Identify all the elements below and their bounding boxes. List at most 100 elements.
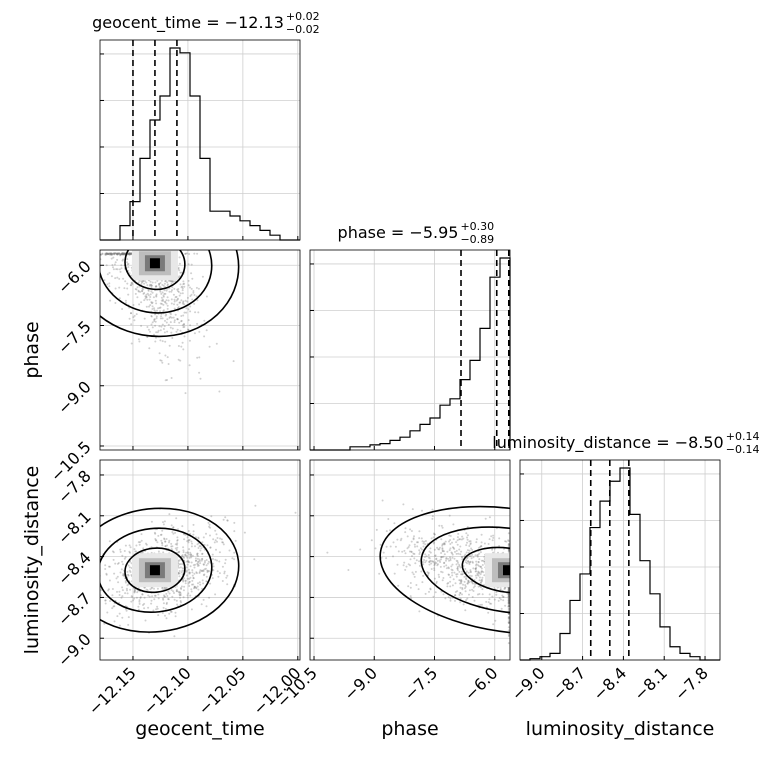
sample-point [190,545,193,548]
sample-point [464,561,467,564]
sample-point [470,580,473,583]
sample-point [507,589,510,592]
sample-point [149,280,152,283]
density-contour [100,527,213,614]
sample-point [402,564,405,567]
sample-point [156,309,158,312]
sample-point [130,281,133,284]
sample-point [120,264,123,267]
sample-point [212,565,215,568]
sample-point [160,299,163,302]
sample-point [481,580,483,583]
sample-point [441,556,444,558]
sample-point [151,281,154,284]
sample-point [451,563,454,566]
sample-point [165,603,168,605]
sample-point [466,582,469,585]
sample-point [488,516,491,519]
sample-point [507,595,510,598]
sample-point [142,292,145,295]
sample-point [477,570,480,573]
sample-point [160,302,163,305]
sample-point [177,358,180,361]
sample-point [461,588,464,591]
sample-point [453,557,456,560]
sample-point [463,555,466,557]
sample-point [170,524,173,527]
sample-point [172,526,175,529]
sample-point [410,540,413,543]
sample-point [112,252,115,255]
sample-point [456,536,459,539]
sample-point [370,539,373,542]
sample-point [416,541,418,544]
sample-point [150,315,153,318]
title-text: phase = −5.95 [338,223,459,242]
sample-point [115,577,118,580]
sample-point [108,282,111,285]
sample-point [128,252,131,255]
sample-point [151,305,154,308]
sample-point [162,597,164,600]
sample-point [196,555,199,557]
sample-point [127,573,129,576]
sample-point [465,599,468,602]
sample-point [468,593,470,596]
sample-point [187,530,190,532]
sample-point [468,555,471,557]
sample-point [469,574,471,577]
sample-point [106,273,109,276]
sample-point [123,252,126,255]
sample-point [130,342,133,345]
sample-point [159,302,162,305]
sample-point [122,574,125,577]
sample-point [481,603,483,606]
sample-point [130,253,132,256]
sample-point [162,284,165,287]
sample-point [168,344,171,347]
density-block [149,565,160,576]
sample-point [457,532,460,535]
sample-point [148,595,151,598]
sample-point [98,259,100,261]
sample-point [149,284,151,287]
sample-point [144,297,147,300]
sample-point [170,377,173,379]
sample-point [103,279,106,282]
sample-point [126,261,129,264]
sample-point [466,556,469,559]
sample-point [177,571,180,574]
sample-point [173,592,175,594]
sample-point [109,252,111,255]
sample-point [397,584,400,587]
sample-point [121,563,124,566]
sample-point [212,538,215,541]
sample-point [191,542,193,545]
sample-point [141,593,144,596]
sample-point [199,583,202,586]
sample-point [188,553,191,556]
sample-point [214,529,217,532]
sample-point [202,582,205,585]
sample-point [185,566,188,569]
sample-point [119,253,122,256]
sample-point [507,588,510,591]
sample-point [499,588,502,590]
sample-point [176,288,179,291]
sample-point [150,602,153,605]
sample-point [129,546,132,549]
sample-point [188,572,191,575]
sample-point [135,313,138,316]
sample-point [188,538,191,541]
sample-point [190,263,193,266]
sample-point [139,290,142,293]
sample-point [154,285,157,288]
sample-point [171,327,174,330]
sample-point [169,326,172,329]
sample-point [197,582,199,585]
sample-point [487,611,490,614]
sample-point [495,591,498,594]
sample-point [347,569,350,571]
sample-point [171,286,174,289]
sample-point [507,587,510,590]
